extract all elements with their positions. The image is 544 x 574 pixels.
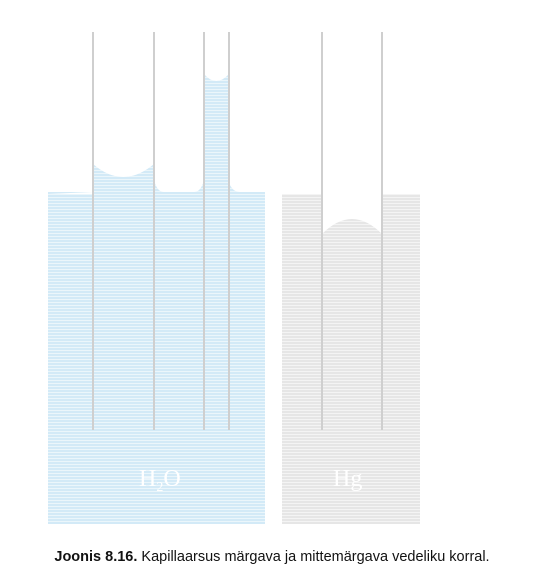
water-edge-left: [48, 192, 93, 194]
mercury-tubes: [321, 32, 383, 430]
mercury-label: Hg: [333, 466, 362, 492]
caption-text: Kapillaarsus märgava ja mittemärgava ved…: [137, 549, 490, 565]
capillarity-figure: H2O Hg: [48, 32, 420, 524]
figure-caption: Joonis 8.16. Kapillaarsus märgava ja mit…: [0, 549, 544, 565]
water-tubes: [92, 32, 230, 430]
water-label: H2O: [139, 466, 181, 495]
water-vessel: [48, 74, 265, 524]
caption-number: Joonis 8.16.: [54, 549, 138, 565]
mercury-vessel: [282, 194, 420, 524]
